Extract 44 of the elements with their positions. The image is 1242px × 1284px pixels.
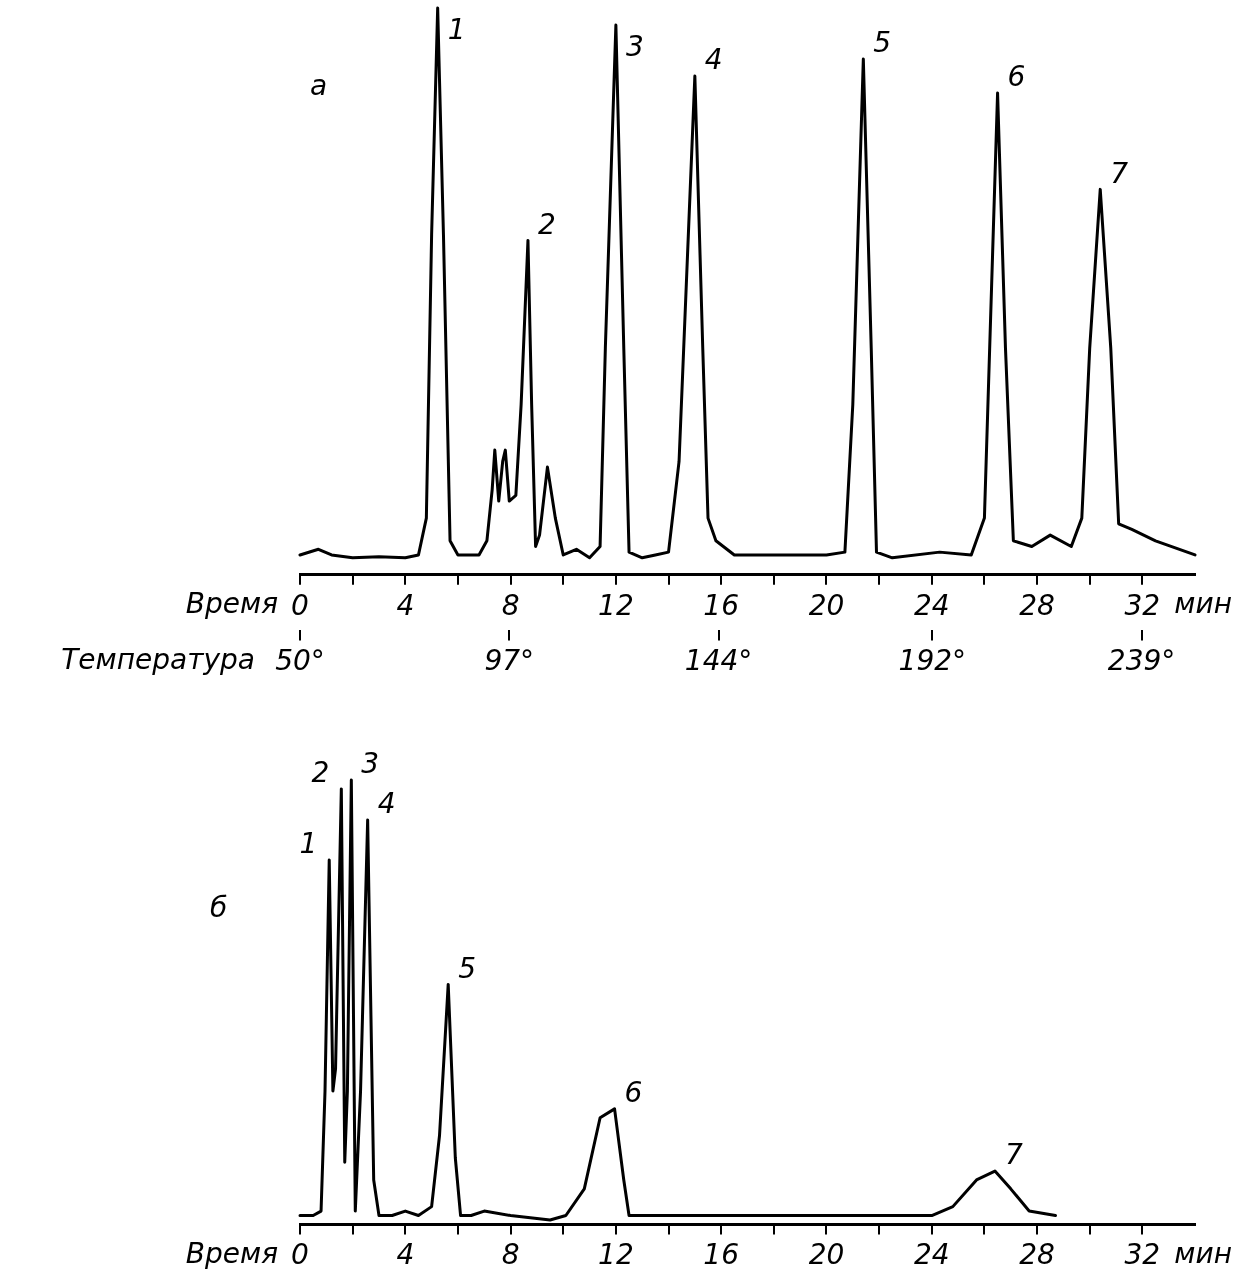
x2-tick-label: 97°: [484, 644, 535, 678]
x-tick-label: 24: [913, 588, 950, 622]
x-tick-label: 0: [291, 1238, 309, 1272]
annotation: 6: [1007, 60, 1026, 94]
x-tick-label: 12: [598, 588, 634, 622]
x2-tick-label: 50°: [275, 644, 325, 678]
x-tick-label: 32: [1124, 588, 1161, 622]
annotation: 2: [311, 756, 330, 790]
x-tick-label: 28: [1019, 588, 1055, 622]
x-tick-label: 32: [1124, 1238, 1161, 1272]
x2-tick-label: 192°: [898, 644, 967, 678]
text: а: [310, 69, 328, 103]
x2-tick-label: 239°: [1107, 644, 1176, 678]
annotation: 4: [377, 787, 396, 821]
text: б: [210, 891, 228, 925]
x-tick-label: 0: [291, 588, 309, 622]
x-tick-label: 12: [598, 1238, 634, 1272]
text: мин: [1174, 1236, 1232, 1270]
x-tick-label: 20: [808, 588, 845, 622]
annotation: 1: [447, 13, 466, 47]
x-tick-label: 28: [1019, 1238, 1055, 1272]
annotation: 7: [1110, 156, 1129, 190]
annotation: 4: [704, 43, 723, 77]
x-axis-title: Время: [185, 1236, 278, 1270]
x-tick-label: 24: [913, 1238, 950, 1272]
x-tick-label: 4: [396, 1238, 415, 1272]
annotation: 7: [1004, 1138, 1023, 1172]
annotation: 5: [458, 951, 477, 985]
x-tick-label: 4: [396, 588, 415, 622]
annotation: 5: [873, 26, 892, 60]
annotation: 3: [625, 30, 644, 64]
x2-axis-title: Температура: [61, 642, 255, 676]
x-axis-title: Время: [185, 587, 278, 621]
annotation: 6: [624, 1076, 643, 1110]
x-tick-label: 16: [703, 588, 739, 622]
annotation: 1: [299, 827, 318, 861]
annotation: 2: [537, 207, 556, 241]
x2-tick-label: 144°: [684, 644, 753, 678]
annotation: 3: [361, 747, 380, 781]
x-tick-label: 8: [501, 588, 520, 622]
x-tick-label: 8: [501, 1238, 520, 1272]
x-tick-label: 16: [703, 1238, 739, 1272]
text: мин: [1174, 587, 1232, 621]
x-tick-label: 20: [808, 1238, 845, 1272]
